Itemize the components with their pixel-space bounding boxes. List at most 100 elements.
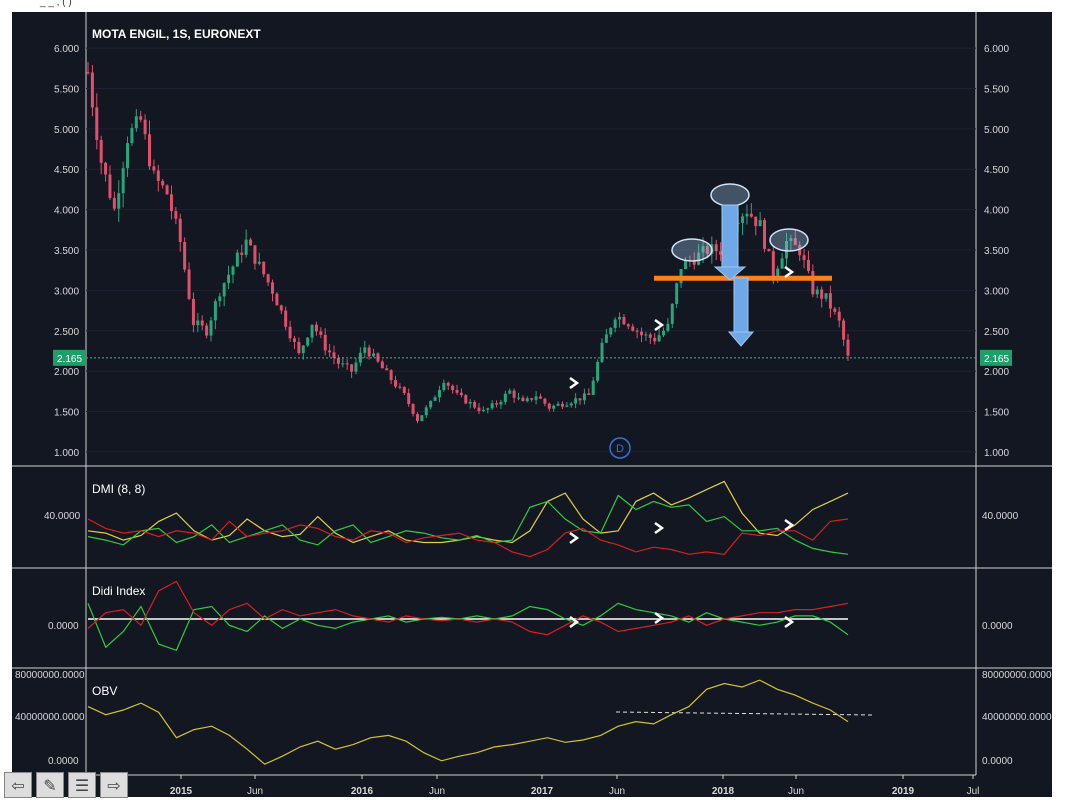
notes-icon[interactable]: ☰: [68, 772, 96, 798]
candle-body: [670, 303, 674, 324]
candle-body: [165, 185, 169, 195]
candle-body: [618, 316, 622, 320]
x-tick-label: 2016: [351, 786, 374, 797]
candle-body: [354, 362, 358, 372]
price-ytick-right: 4.500: [984, 165, 1009, 176]
candle-body: [161, 180, 165, 186]
x-tick-label: Jun: [609, 786, 625, 797]
candle-body: [227, 274, 231, 284]
price-ytick-right: 5.500: [984, 84, 1009, 95]
candle-body: [314, 324, 318, 332]
candle-body: [284, 310, 288, 327]
candle-body: [178, 218, 182, 242]
candle-body: [350, 364, 354, 372]
candle-body: [341, 363, 345, 365]
obv-ytick-left-0: 80000000.0000: [15, 670, 85, 681]
candle-body: [196, 320, 200, 326]
candle-body: [288, 326, 292, 339]
price-ytick-left: 5.500: [54, 84, 79, 95]
candle-body: [271, 282, 275, 294]
candle-body: [530, 398, 534, 400]
candle-body: [604, 334, 608, 343]
candle-body: [776, 268, 780, 278]
candle-body: [556, 403, 560, 406]
candle-body: [701, 246, 705, 253]
candle-body: [437, 390, 441, 398]
candle-body: [587, 393, 591, 395]
candle-body: [631, 326, 635, 331]
signal-arrow: [569, 531, 580, 545]
candle-body: [104, 162, 108, 175]
candle-body: [473, 402, 477, 408]
candle-body: [547, 403, 551, 409]
candle-body: [415, 414, 419, 422]
candle-body: [411, 403, 415, 415]
candle-body: [455, 390, 459, 393]
candle-body: [754, 216, 758, 227]
candle-body: [275, 293, 279, 306]
x-tick-label: 2017: [531, 786, 554, 797]
candle-body: [398, 386, 402, 388]
candle-body: [525, 398, 529, 402]
candle-body: [429, 400, 433, 408]
candle-body: [820, 289, 824, 299]
arrow-left-icon[interactable]: ⇦: [4, 772, 32, 798]
candle-body: [446, 382, 450, 386]
candle-body: [130, 128, 134, 144]
candle-body: [332, 352, 336, 359]
candle-body: [244, 239, 248, 255]
candle-body: [95, 107, 99, 140]
candle-body: [249, 239, 253, 246]
x-tick-label: Jun: [247, 786, 263, 797]
candle-body: [802, 255, 806, 260]
candle-body: [183, 241, 187, 270]
candle-body: [407, 393, 411, 404]
candle-body: [99, 139, 103, 163]
didi-lines: [87, 580, 849, 652]
candle-body: [705, 246, 709, 254]
bottom-border: [0, 796, 1070, 800]
candle-body: [486, 408, 490, 410]
candle-body: [477, 407, 481, 411]
candle-body: [451, 385, 455, 391]
candle-body: [209, 320, 213, 336]
price-ytick-left: 3.000: [54, 286, 79, 297]
didi-ytick-right: 0.0000: [982, 621, 1013, 632]
candle-body: [833, 308, 837, 312]
candle-body: [683, 260, 687, 270]
pencil-icon[interactable]: ✎: [36, 772, 64, 798]
candle-body: [692, 260, 696, 265]
candle-body: [86, 72, 90, 74]
price-ytick-right: 4.000: [984, 206, 1009, 217]
candle-body: [697, 252, 701, 265]
drawing-toolbar: ⇦ ✎ ☰ ⇨: [4, 772, 128, 798]
price-ytick-right: 3.000: [984, 286, 1009, 297]
candle-body: [640, 331, 644, 336]
candle-body: [143, 119, 147, 135]
candle-body: [666, 323, 670, 331]
candle-body: [459, 392, 463, 396]
head-ellipse: [710, 183, 750, 207]
candle-body: [538, 396, 542, 399]
header-fragment: _ _ , ( ): [40, 0, 72, 8]
indicator-series-line: [87, 518, 849, 558]
signal-arrow: [654, 318, 665, 332]
x-tick-label: Jun: [788, 786, 804, 797]
price-grid: [86, 47, 976, 453]
arrow-right-icon[interactable]: ⇨: [100, 772, 128, 798]
price-ytick-left: 6.000: [54, 44, 79, 55]
candle-body: [169, 194, 173, 212]
candle-body: [306, 337, 310, 346]
dmi-ytick-left: 40.0000: [44, 511, 81, 522]
obv-ytick-right-1: 40000000.0000: [982, 712, 1052, 723]
candle-body: [675, 283, 679, 304]
chart-title: MOTA ENGIL, 1S, EURONEXT: [92, 27, 261, 41]
candle-body: [815, 289, 819, 295]
candle-body: [424, 407, 428, 416]
candle-body: [521, 397, 525, 402]
measure-arrow-down-2: [727, 277, 755, 347]
candle-body: [534, 396, 538, 400]
right-shoulder-ellipse: [769, 228, 809, 252]
didi-ytick-left: 0.0000: [48, 621, 79, 632]
